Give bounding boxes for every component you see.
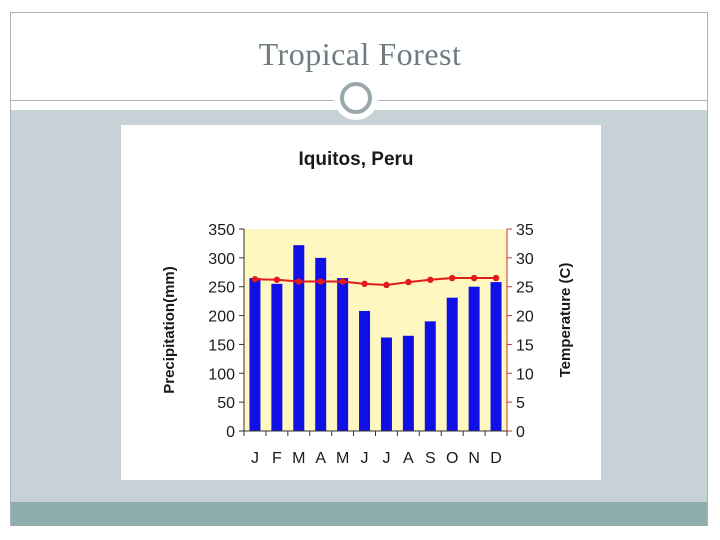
x-tick-label: F xyxy=(272,450,282,467)
x-tick-label: S xyxy=(425,450,436,467)
y-tick-label: 50 xyxy=(217,395,235,412)
y2-tick-label: 10 xyxy=(516,366,534,383)
y2-tick-label: 30 xyxy=(516,251,534,268)
x-tick-label: M xyxy=(292,450,305,467)
x-tick-label: O xyxy=(446,450,458,467)
precipitation-bar xyxy=(402,335,414,431)
slide-title: Tropical Forest xyxy=(258,36,462,72)
x-tick-label: M xyxy=(336,450,349,467)
x-tick-label: A xyxy=(403,450,414,467)
temperature-point xyxy=(383,281,390,289)
y-tick-label: 150 xyxy=(208,337,235,354)
temperature-point xyxy=(470,274,478,282)
y2-tick-label: 0 xyxy=(516,424,525,441)
precipitation-bar xyxy=(337,278,349,431)
x-tick-label: J xyxy=(382,450,390,467)
y-axis-label: Precipitation(mm) xyxy=(161,266,178,394)
y2-axis-label: Temperature (C) xyxy=(557,263,574,378)
y2-tick-label: 20 xyxy=(516,309,534,326)
precipitation-bar xyxy=(271,283,283,431)
y2-tick-label: 15 xyxy=(516,337,534,354)
temperature-point xyxy=(405,278,412,286)
x-tick-label: N xyxy=(468,450,480,467)
x-tick-label: A xyxy=(315,450,326,467)
temperature-line xyxy=(254,277,497,286)
temperature-point xyxy=(361,280,368,288)
chart-container: 350 300 250 200 150 100 50 0 35 30 25 20 15 10 5 0 J F M A M… xyxy=(121,125,601,480)
chart-title: Iquitos, Peru xyxy=(298,149,413,170)
y-tick-label: 250 xyxy=(208,280,235,297)
x-tick-label: D xyxy=(490,450,502,467)
y-tick-label: 0 xyxy=(226,424,235,441)
precipitation-bar xyxy=(315,257,327,431)
precipitation-bar xyxy=(490,282,502,431)
x-tick-label: J xyxy=(251,450,259,467)
y-tick-label: 300 xyxy=(208,251,235,268)
circle-ornament-icon xyxy=(340,82,372,114)
y2-tick-label: 35 xyxy=(516,222,534,239)
temperature-point xyxy=(317,278,324,285)
precipitation-bar xyxy=(293,245,305,431)
temperature-point xyxy=(449,274,456,282)
precipitation-bar xyxy=(380,337,392,431)
y-tick-label: 100 xyxy=(208,366,235,383)
bottom-strip xyxy=(11,502,707,526)
precipitation-bar xyxy=(424,321,436,431)
y2-tick-label: 5 xyxy=(516,395,525,412)
y2-tick-label: 25 xyxy=(516,280,534,297)
precipitation-bar xyxy=(359,310,371,431)
temperature-point xyxy=(492,274,500,282)
bars-layer xyxy=(249,245,502,431)
temperature-point xyxy=(339,278,346,285)
y-tick-label: 200 xyxy=(208,309,235,326)
temperature-point xyxy=(295,278,302,285)
precipitation-bar xyxy=(446,297,458,431)
temperature-point xyxy=(251,276,259,283)
plot-area xyxy=(244,229,507,431)
precipitation-bar xyxy=(468,286,480,431)
x-tick-label: J xyxy=(361,450,369,467)
temperature-point xyxy=(427,276,434,283)
temperature-line-layer xyxy=(251,274,500,289)
precipitation-bar xyxy=(249,278,261,431)
y-tick-label: 350 xyxy=(208,222,235,239)
temperature-point xyxy=(273,276,281,283)
